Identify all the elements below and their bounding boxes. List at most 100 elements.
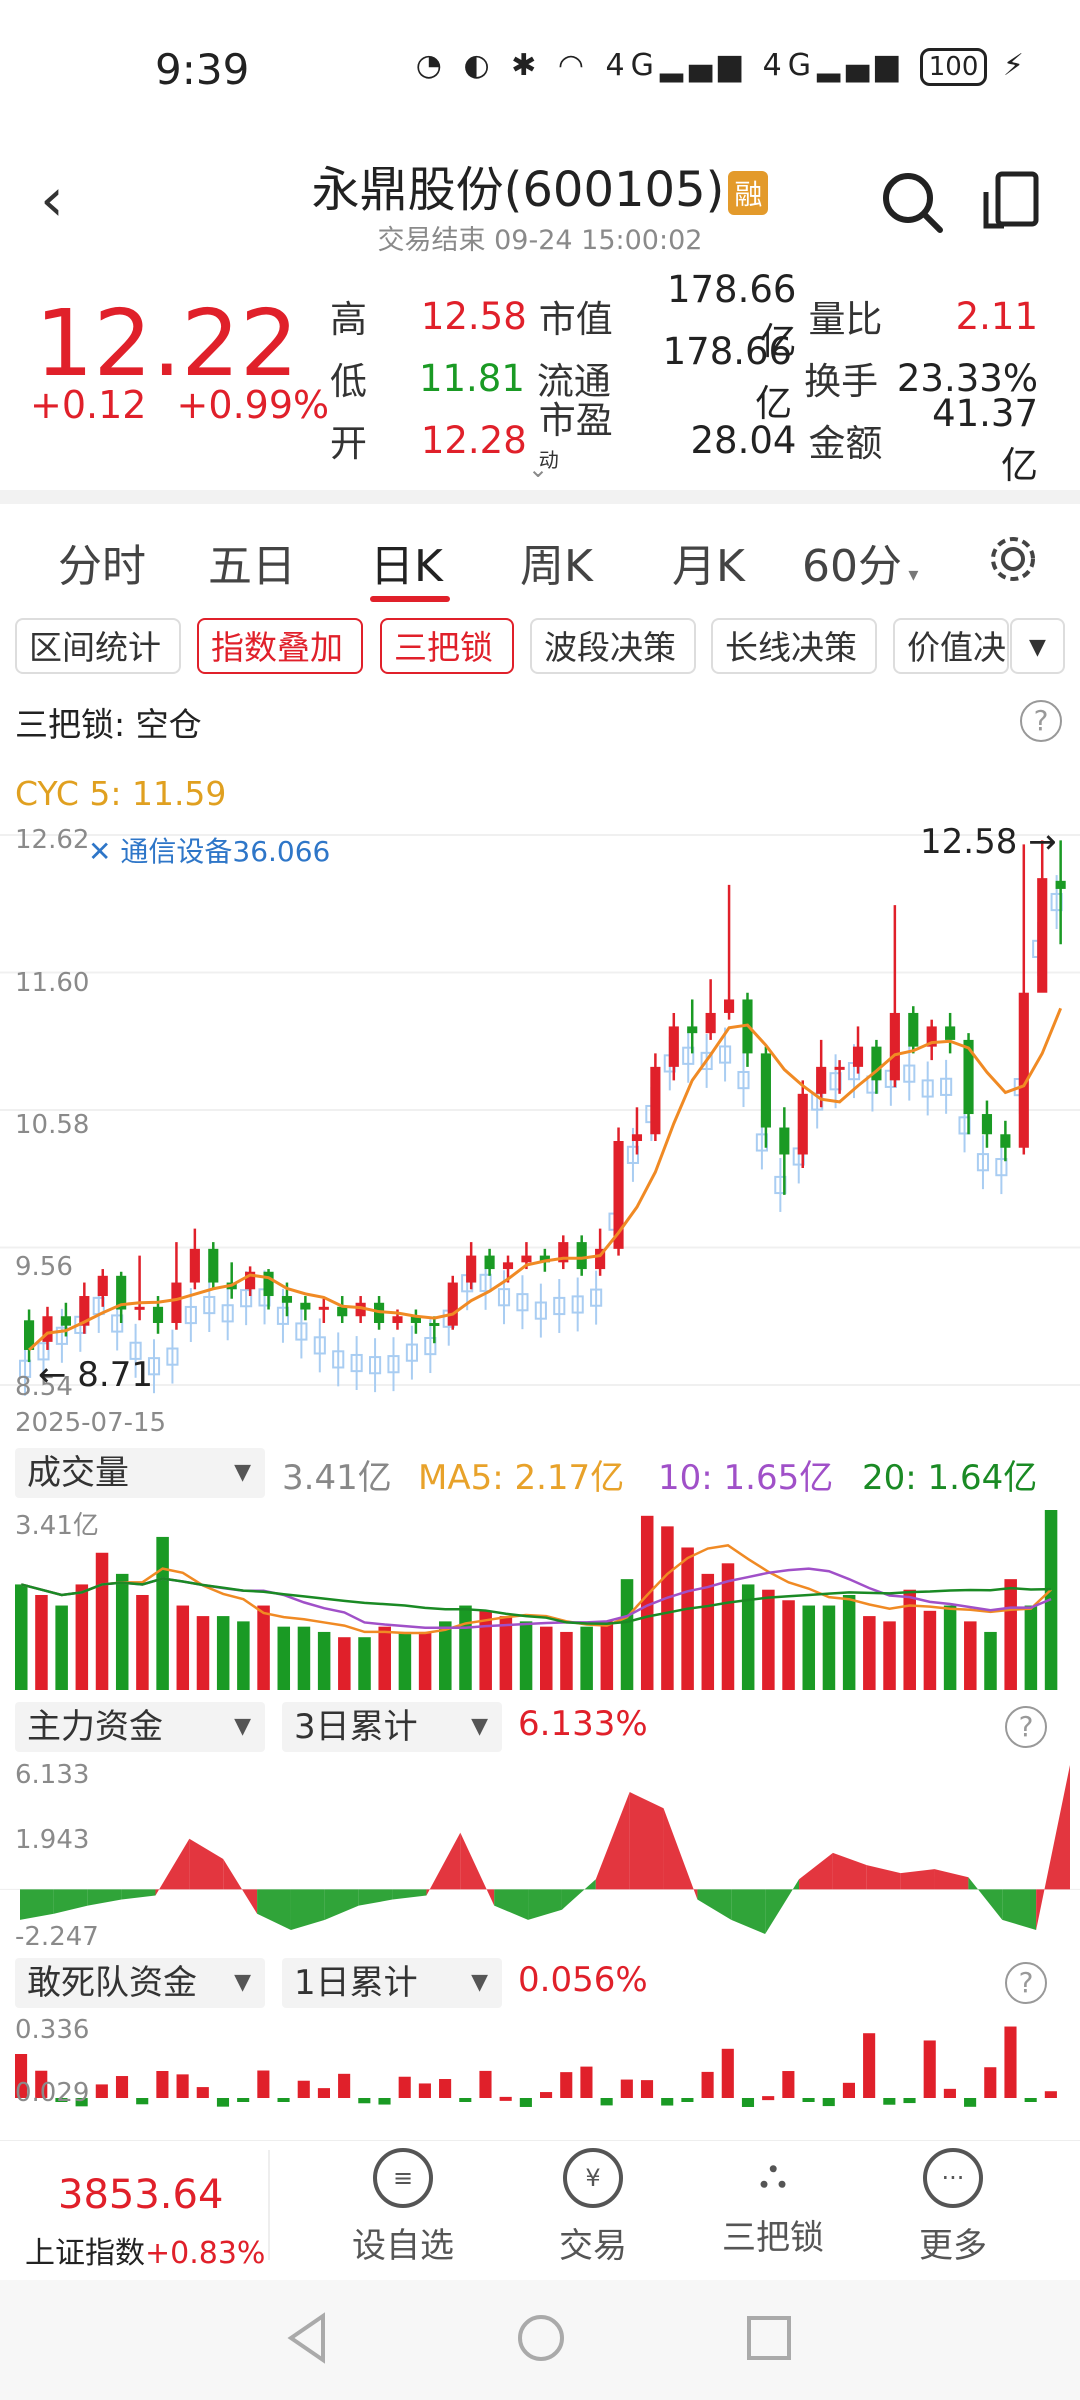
- candle: [724, 999, 735, 1013]
- squad-bar: [1004, 2026, 1017, 2098]
- capital-selector-label: 主力资金: [27, 1707, 163, 1747]
- candle: [1018, 992, 1029, 1148]
- overlay-candle: [700, 1051, 713, 1071]
- y-tick-4: 9.56: [15, 1252, 73, 1282]
- pill-long-decision[interactable]: 长线决策: [711, 618, 877, 674]
- volume-bar: [136, 1594, 149, 1690]
- signal-icon: ◔ ◐ ✱ ◠ 4G▂▄▆ 4G▂▄▆: [415, 48, 905, 83]
- squad-bar: [358, 2098, 371, 2104]
- tab-timeshare[interactable]: 分时: [58, 541, 146, 592]
- candle: [613, 1141, 624, 1249]
- margin-badge: 融: [728, 171, 769, 215]
- squad-bar: [842, 2082, 855, 2098]
- candle: [447, 1282, 458, 1326]
- squad-bar: [499, 2096, 512, 2101]
- pill-index-overlay[interactable]: 指数叠加: [197, 618, 363, 674]
- nav-back-icon[interactable]: [283, 2310, 333, 2366]
- candle: [189, 1248, 200, 1283]
- overlay-close-icon[interactable]: ✕: [88, 835, 112, 868]
- high-marker: 12.58 →: [920, 822, 1057, 862]
- volume-chart[interactable]: [0, 1500, 1080, 1695]
- pill-three-locks[interactable]: 三把锁: [380, 618, 514, 674]
- squad-bar: [156, 2070, 169, 2098]
- capital-area: [934, 1869, 969, 1890]
- switch-layout-icon[interactable]: [982, 170, 1042, 232]
- battery-icon: 100: [919, 48, 988, 86]
- more-pills-dropdown-icon[interactable]: ▼: [1010, 618, 1065, 674]
- volume-bar: [479, 1610, 492, 1690]
- help-icon[interactable]: ?: [1020, 700, 1062, 742]
- quote-value: 41.37亿: [932, 391, 1038, 487]
- candle: [263, 1271, 274, 1297]
- pill-value-decision[interactable]: 价值决: [893, 618, 1009, 674]
- tab-monthly-k[interactable]: 月K: [672, 541, 745, 592]
- help-icon[interactable]: ?: [1005, 1962, 1047, 2004]
- squad-bar: [984, 2067, 997, 2098]
- candle: [668, 1026, 679, 1067]
- capital-area: [324, 1889, 359, 1920]
- capital-area: [1002, 1889, 1037, 1930]
- start-date: 2025-07-15: [15, 1408, 167, 1438]
- overlay-candle: [111, 1314, 124, 1333]
- nav-watchlist[interactable]: ≡ 设自选: [333, 2148, 473, 2267]
- volume-bar: [297, 1626, 311, 1690]
- candle: [466, 1255, 477, 1283]
- tab-60min[interactable]: 60分 ▾: [802, 541, 919, 592]
- tab-weekly-k[interactable]: 周K: [520, 541, 593, 592]
- nav-more[interactable]: ··· 更多: [883, 2148, 1023, 2267]
- candle: [539, 1255, 550, 1263]
- tab-daily-k[interactable]: 日K: [370, 541, 443, 592]
- capital-period-selector[interactable]: 3日累计 ▼: [282, 1702, 502, 1752]
- tab-five-day[interactable]: 五日: [208, 541, 296, 592]
- pill-interval-stats[interactable]: 区间统计: [15, 618, 181, 674]
- low-marker-value: 8.71: [77, 1355, 153, 1395]
- expand-chevron-icon[interactable]: ⌄: [528, 455, 549, 483]
- volume-bar: [560, 1631, 573, 1690]
- nav-three-locks[interactable]: ⛬ 三把锁: [703, 2148, 843, 2259]
- candle: [1000, 1134, 1011, 1148]
- capital-chart[interactable]: [0, 1755, 1080, 1950]
- capital-area: [290, 1889, 325, 1930]
- index-value[interactable]: 3853.64: [58, 2172, 224, 2218]
- quote-value: 23.33%: [896, 356, 1038, 400]
- kline-chart[interactable]: [0, 825, 1080, 1405]
- y-tick-1: 12.62: [15, 825, 90, 855]
- back-icon[interactable]: ‹: [40, 165, 64, 235]
- chevron-down-icon: ▼: [471, 1970, 488, 1995]
- pe-superscript: 动: [538, 448, 559, 473]
- volume-selector[interactable]: 成交量 ▼: [15, 1448, 265, 1498]
- lock-status: 三把锁: 空仓: [15, 705, 202, 744]
- candle: [1055, 880, 1066, 889]
- squad-bar: [317, 2088, 330, 2098]
- settings-gear-icon[interactable]: [986, 532, 1040, 586]
- capital-area: [392, 1889, 427, 1900]
- index-info[interactable]: 上证指数+0.83%: [25, 2228, 265, 2272]
- pill-band-decision[interactable]: 波段决策: [530, 618, 696, 674]
- quote-value: 28.04: [690, 418, 797, 462]
- overlay-candle: [295, 1322, 308, 1341]
- candle: [889, 1012, 900, 1081]
- squad-period-selector[interactable]: 1日累计 ▼: [282, 1958, 502, 2008]
- volume-bar: [15, 1584, 28, 1690]
- squad-bar: [237, 2098, 250, 2102]
- candle: [355, 1302, 366, 1317]
- volume-ma-line: [20, 1544, 1052, 1635]
- capital-area: [426, 1832, 461, 1896]
- capital-value: 6.133%: [518, 1704, 648, 1744]
- capital-selector[interactable]: 主力资金 ▼: [15, 1702, 265, 1752]
- squad-tick-1: 0.336: [15, 2015, 90, 2045]
- squad-bar: [580, 2066, 593, 2098]
- squad-selector[interactable]: 敢死队资金 ▼: [15, 1958, 265, 2008]
- nav-trade[interactable]: ¥ 交易: [523, 2148, 663, 2267]
- nav-home-icon[interactable]: [515, 2312, 567, 2364]
- help-icon[interactable]: ?: [1005, 1706, 1047, 1748]
- squad-chart[interactable]: [0, 2010, 1080, 2140]
- squad-bar: [701, 2071, 714, 2098]
- candle: [502, 1262, 514, 1270]
- nav-recents-icon[interactable]: [745, 2314, 793, 2362]
- candle: [650, 1066, 661, 1135]
- volume-bar: [115, 1573, 129, 1690]
- capital-area: [121, 1889, 156, 1900]
- squad-bar: [459, 2098, 472, 2102]
- search-icon[interactable]: [878, 168, 948, 238]
